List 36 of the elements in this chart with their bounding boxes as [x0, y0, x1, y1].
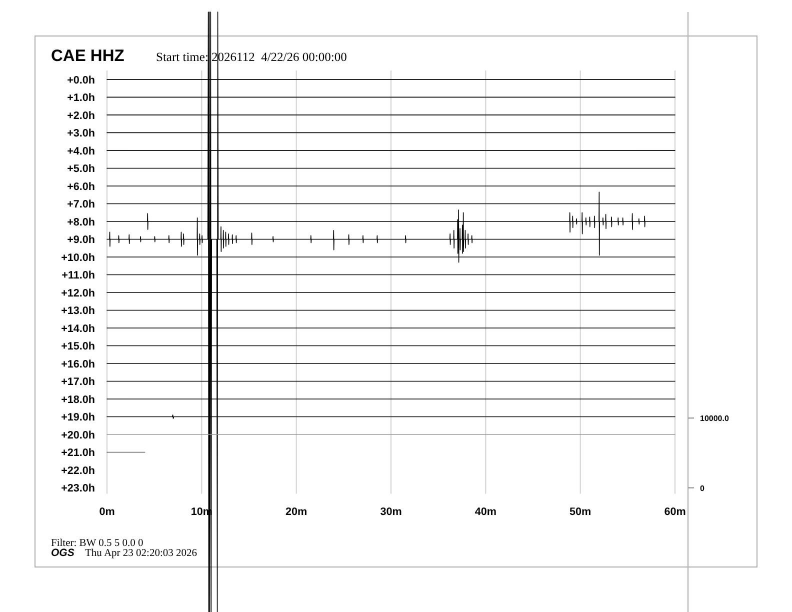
y-tick-label: +15.0h	[61, 340, 95, 353]
y-tick-label: +18.0h	[61, 394, 95, 406]
x-tick-label: 60m	[664, 506, 686, 518]
y-tick-label: +23.0h	[61, 482, 95, 495]
y-tick-label: +22.0h	[61, 464, 95, 477]
y-tick-label: +12.0h	[61, 287, 95, 300]
y-tick-label: +1.0h	[67, 92, 95, 104]
x-tick-label: 0m	[99, 506, 115, 518]
text: CAE HHZ	[51, 47, 124, 65]
y-tick-label: +17.0h	[61, 376, 95, 388]
x-tick-label: 40m	[474, 506, 496, 518]
text: OGS	[51, 547, 74, 559]
y-tick-label: +16.0h	[61, 358, 95, 370]
y-tick-label: +19.0h	[61, 412, 95, 424]
y-tick-label: +7.0h	[67, 198, 95, 211]
x-tick-label: 20m	[286, 506, 308, 518]
y-tick-label: +9.0h	[67, 234, 95, 246]
y-tick-label: +11.0h	[62, 270, 95, 282]
y-tick-label: +4.0h	[67, 145, 95, 158]
x-tick-label: 50m	[570, 506, 592, 518]
y2-tick-label: 0	[700, 484, 705, 493]
y-tick-label: +2.0h	[67, 110, 95, 122]
y-tick-label: +5.0h	[67, 163, 95, 176]
y-tick-label: +13.0h	[61, 305, 95, 318]
y-tick-label: +0.0h	[67, 74, 95, 86]
annotation: Filter: BW 0.5 5 0.0 0	[51, 538, 144, 549]
y-tick-label: +14.0h	[61, 322, 95, 335]
y-tick-label: +10.0h	[61, 252, 95, 264]
y-tick-label: +21.0h	[61, 447, 95, 460]
y2-tick-label: 10000.0	[700, 414, 730, 424]
annotation: Thu Apr 23 02:20:03 2026	[85, 548, 197, 559]
y-tick-label: +6.0h	[67, 180, 95, 193]
y-tick-label: +8.0h	[67, 216, 95, 228]
y-tick-label: +3.0h	[67, 128, 95, 140]
y-tick-label: +20.0h	[61, 429, 95, 442]
x-tick-label: 30m	[380, 506, 402, 518]
